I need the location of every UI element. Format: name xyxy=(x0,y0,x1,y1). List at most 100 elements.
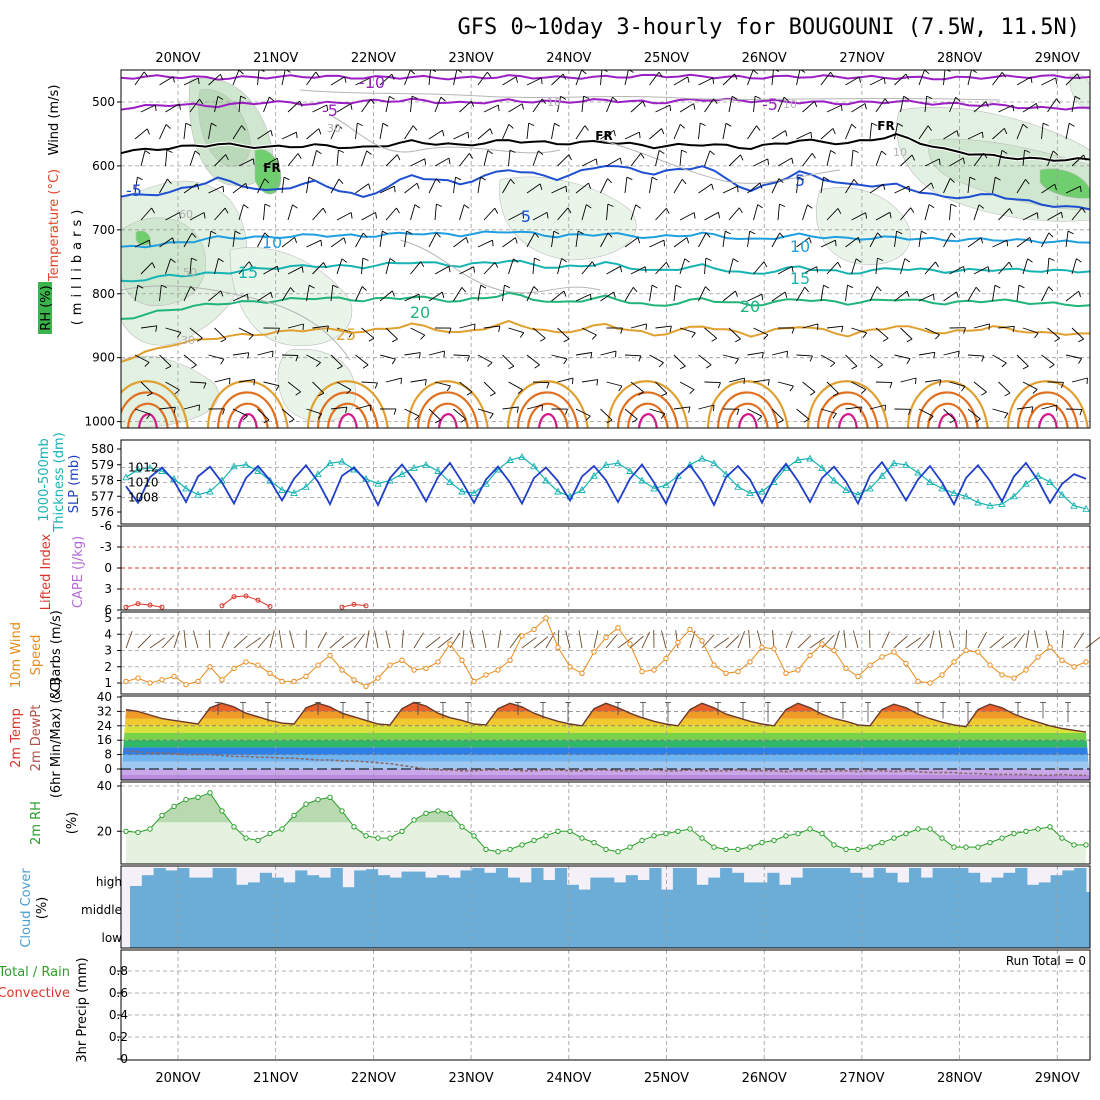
cloud-high-bar xyxy=(755,882,768,892)
wind-barb-staff xyxy=(649,239,665,248)
wind-barb-flag xyxy=(1093,231,1098,234)
rh2m-marker xyxy=(339,808,345,814)
wind-barb-staff xyxy=(453,408,467,420)
wind-barb-flag xyxy=(1029,237,1033,244)
cloud-high-bar xyxy=(909,868,922,892)
wind-barb-flag xyxy=(487,362,493,368)
wind-barb-staff xyxy=(581,158,597,167)
wind-barb-staff xyxy=(998,325,1015,329)
thickness-marker xyxy=(530,462,538,470)
wind-barb-flag xyxy=(669,105,672,112)
wind-barb-staff xyxy=(924,96,928,113)
wind-barb-staff xyxy=(820,408,837,414)
thickness-marker xyxy=(698,454,706,462)
wind-barb-staff xyxy=(1091,352,1100,355)
surface-isotherm-loop xyxy=(217,391,279,428)
wind-barb-flag xyxy=(1030,76,1033,83)
wind-barb-flag xyxy=(318,128,322,135)
wind-barb-flag xyxy=(724,230,731,235)
wind-barb-staff xyxy=(1047,327,1060,339)
wind-barb-flag xyxy=(791,157,794,164)
wind-barb-flag xyxy=(487,150,494,155)
wind-barb-staff xyxy=(1022,327,1039,334)
surface-isotherm-loop xyxy=(838,413,858,428)
wind-barb-staff xyxy=(263,265,278,275)
wind-barb-staff xyxy=(379,290,393,302)
wind-barb-staff xyxy=(845,76,860,86)
wind-barb-staff xyxy=(575,231,579,248)
wind-barb-staff xyxy=(1047,211,1062,221)
date-label-top: 22NOV xyxy=(351,51,396,66)
wind-barb-flag xyxy=(350,212,353,219)
thickness-marker xyxy=(914,468,922,476)
wind-barb-flag xyxy=(487,71,492,78)
wind-barb-staff xyxy=(1016,76,1032,86)
rh2m-marker xyxy=(639,837,645,844)
wind-barb-flag xyxy=(816,266,819,273)
thickness-marker xyxy=(278,486,286,493)
wind-barb-staff xyxy=(722,73,735,86)
temp2m-tick: 8 xyxy=(104,748,112,762)
wind-barb-flag xyxy=(374,382,378,389)
cloud-high-bar xyxy=(991,877,1004,892)
wind-barb-staff xyxy=(1071,207,1083,221)
wind-barb-flag xyxy=(191,257,198,261)
wind10m-speed-marker xyxy=(495,667,501,673)
wind-barb-flag xyxy=(474,323,476,330)
lifted-index-marker xyxy=(243,593,249,599)
wind-barb-staff xyxy=(600,232,609,248)
surface-isotherm-loop xyxy=(507,380,589,428)
wind-barb-flag xyxy=(533,286,539,292)
wind-barb-staff xyxy=(312,207,324,221)
thickness-axis-titles: 1000-500mb Thickness (dm) SLP (mb) xyxy=(37,432,82,532)
wind-barb-staff xyxy=(869,183,884,194)
wind10m-barb xyxy=(413,632,424,649)
wind-barb-flag xyxy=(1054,184,1057,191)
wind-barb-staff xyxy=(820,71,831,86)
rh2m-marker xyxy=(747,844,753,850)
wind-barb-staff xyxy=(777,266,793,275)
wind-barb-staff xyxy=(747,408,763,417)
wind-barb-flag xyxy=(928,415,934,421)
wind-barb-flag xyxy=(983,152,988,159)
wind10m-speed-marker xyxy=(927,680,933,686)
dewpt2m-label: 2m DewPt xyxy=(29,705,44,772)
wind-barb-staff xyxy=(336,327,353,333)
wind-barb-flag xyxy=(725,122,732,127)
wind-barb-staff xyxy=(208,73,221,86)
date-label-top: 28NOV xyxy=(937,51,982,66)
wind10m-speed-marker xyxy=(423,665,429,672)
wind-barb-staff xyxy=(532,150,539,167)
wind-barb-staff xyxy=(698,77,714,86)
wind-barb-flag xyxy=(800,70,806,73)
wind-barb-staff xyxy=(796,286,806,302)
wind-barb-staff xyxy=(802,153,813,167)
wind-barb-flag xyxy=(906,358,911,364)
lifted-index-marker xyxy=(135,601,141,607)
wind-barb-flag xyxy=(1076,73,1081,80)
wind10m-speed-marker xyxy=(171,673,177,680)
isotherm--5 xyxy=(121,97,1090,111)
wind-barb-staff xyxy=(526,183,541,194)
wind-barb-flag xyxy=(640,153,645,159)
wind-barb-flag xyxy=(689,389,695,395)
surface-isotherm-loop xyxy=(638,413,658,428)
wind-barb-flag xyxy=(950,232,956,238)
wind-barb-flag xyxy=(534,364,540,369)
wind-barb-flag xyxy=(362,364,369,369)
cloud-high-bar xyxy=(413,871,426,892)
wind-barb-staff xyxy=(257,70,260,86)
rh2m-marker xyxy=(867,844,873,850)
wind-barb-staff xyxy=(483,104,499,113)
wind-barb-flag xyxy=(561,258,567,263)
thickness-tick: 579 xyxy=(91,458,114,472)
wind-barb-staff xyxy=(679,103,694,113)
thickness-tick: 576 xyxy=(91,505,114,519)
lifted-index-line xyxy=(341,603,367,608)
wind-barb-staff xyxy=(306,71,317,86)
wind-barb-flag xyxy=(830,71,835,78)
rh2m-marker xyxy=(471,833,477,839)
wind-barb-staff xyxy=(257,232,266,248)
wind-barb-flag xyxy=(211,122,217,127)
wind-barb-staff xyxy=(851,327,867,334)
